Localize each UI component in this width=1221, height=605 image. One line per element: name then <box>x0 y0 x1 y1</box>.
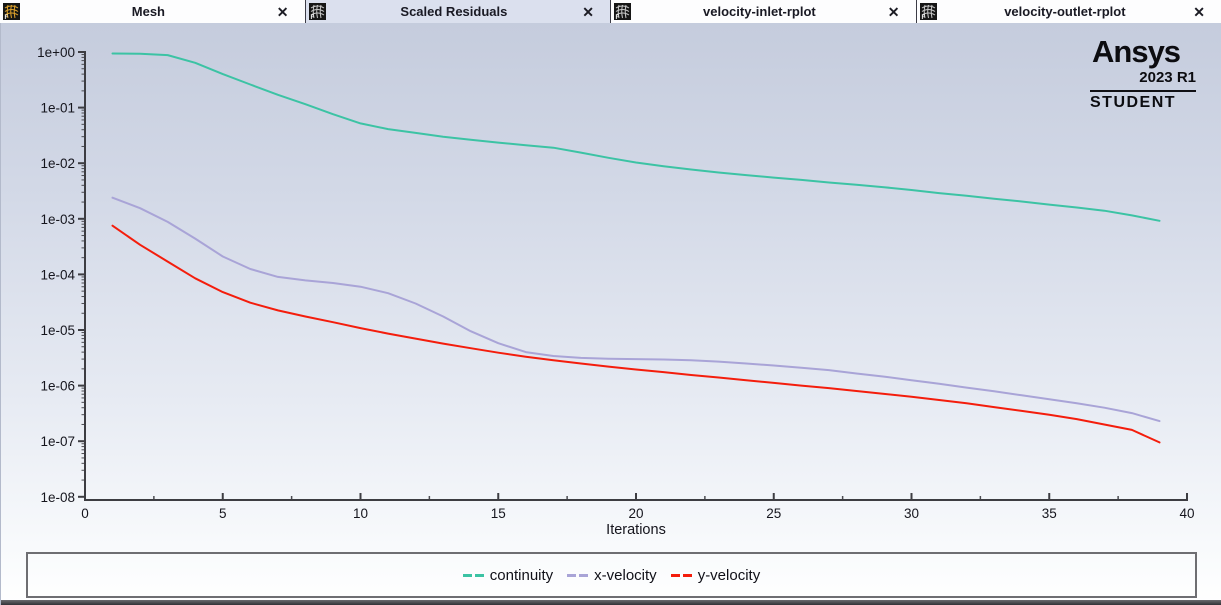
svg-text:1e-07: 1e-07 <box>40 434 75 449</box>
close-icon[interactable]: ✕ <box>1193 3 1205 20</box>
x-axis-title: Iterations <box>606 522 666 538</box>
tab-scaled-residuals[interactable]: F Scaled Residuals ✕ <box>305 0 611 23</box>
svg-text:0: 0 <box>81 506 89 521</box>
svg-text:1e-06: 1e-06 <box>40 379 75 394</box>
svg-text:1e-05: 1e-05 <box>40 323 75 338</box>
ansys-version-text: 2023 R1 <box>1139 68 1196 86</box>
curve-x-velocity <box>111 196 1161 423</box>
legend-item-continuity: continuity <box>462 566 554 584</box>
close-icon[interactable]: ✕ <box>582 3 594 20</box>
residual-plot-icon: F <box>614 3 631 20</box>
close-icon[interactable]: ✕ <box>276 3 289 20</box>
svg-text:1e-02: 1e-02 <box>40 156 75 171</box>
svg-text:25: 25 <box>766 506 781 521</box>
close-icon[interactable]: ✕ <box>887 3 900 20</box>
y-axis: 1e+00 1e-01 1e-02 1e-03 1e-04 1e-05 1e-06 1e-07… <box>37 45 86 505</box>
svg-text:1e-04: 1e-04 <box>40 267 75 282</box>
svg-text:10: 10 <box>353 506 368 521</box>
tab-mesh[interactable]: F Mesh ✕ <box>0 0 306 23</box>
svg-text:15: 15 <box>491 506 506 521</box>
svg-text:5: 5 <box>219 506 227 521</box>
ansys-edition-text: STUDENT <box>1090 93 1177 111</box>
tab-velocity-inlet-rplot[interactable]: F velocity-inlet-rplot ✕ <box>611 0 917 23</box>
legend-item-x-velocity: x-velocity <box>567 567 657 584</box>
svg-text:F: F <box>616 15 620 20</box>
ansys-brand-text: Ansys <box>1092 34 1181 69</box>
svg-text:F: F <box>5 15 9 20</box>
tab-label: velocity-outlet-rplot <box>1004 4 1126 19</box>
svg-text:1e+00: 1e+00 <box>37 45 75 60</box>
svg-text:Iterations: Iterations <box>606 522 666 538</box>
legend-label: continuity <box>489 566 554 584</box>
tab-velocity-outlet-rplot[interactable]: F velocity-outlet-rplot ✕ <box>916 0 1221 23</box>
svg-text:35: 35 <box>1042 506 1057 521</box>
graphics-window-tabbar: F Mesh ✕ F Scaled Residuals ✕ F velocity… <box>0 0 1221 23</box>
legend-item-y-velocity: y-velocity <box>670 566 761 584</box>
y-velocity-line-swatch <box>670 573 692 577</box>
svg-text:1e-08: 1e-08 <box>40 490 75 505</box>
residuals-chart-canvas[interactable]: 1e+00 1e-01 1e-02 1e-03 1e-04 1e-05 1e-06 1e-07… <box>1 23 1221 605</box>
tab-label: Mesh <box>131 4 165 19</box>
legend-label: y-velocity <box>697 566 761 584</box>
graphics-window[interactable]: 1e+00 1e-01 1e-02 1e-03 1e-04 1e-05 1e-06 1e-07… <box>0 23 1221 605</box>
curve-continuity <box>111 52 1161 222</box>
continuity-line-swatch <box>462 573 484 577</box>
svg-text:20: 20 <box>628 506 643 521</box>
svg-text:40: 40 <box>1179 506 1194 521</box>
curve-y-velocity <box>111 224 1161 444</box>
residual-plot-icon: F <box>919 3 937 20</box>
series-curves <box>111 52 1161 444</box>
svg-text:1e-03: 1e-03 <box>40 212 75 227</box>
svg-text:1e-01: 1e-01 <box>40 101 75 116</box>
svg-text:30: 30 <box>904 506 919 521</box>
x-axis: 0 5 10 15 20 25 30 35 40 <box>81 493 1195 521</box>
svg-text:F: F <box>921 15 925 20</box>
ansys-logo: Ansys 2023 R1 STUDENT <box>1090 34 1196 112</box>
mesh-icon: F <box>3 3 20 20</box>
x-velocity-line-swatch <box>567 573 589 577</box>
tab-label: Scaled Residuals <box>400 4 508 19</box>
chart-legend: continuity x-velocity y-velocity <box>26 552 1197 598</box>
svg-text:F: F <box>310 15 314 20</box>
window-bottom-edge <box>1 600 1221 605</box>
tab-label: velocity-inlet-rplot <box>703 4 816 19</box>
residual-plot-icon: F <box>308 3 326 20</box>
logo-divider <box>1090 89 1196 92</box>
legend-label: x-velocity <box>594 566 657 584</box>
